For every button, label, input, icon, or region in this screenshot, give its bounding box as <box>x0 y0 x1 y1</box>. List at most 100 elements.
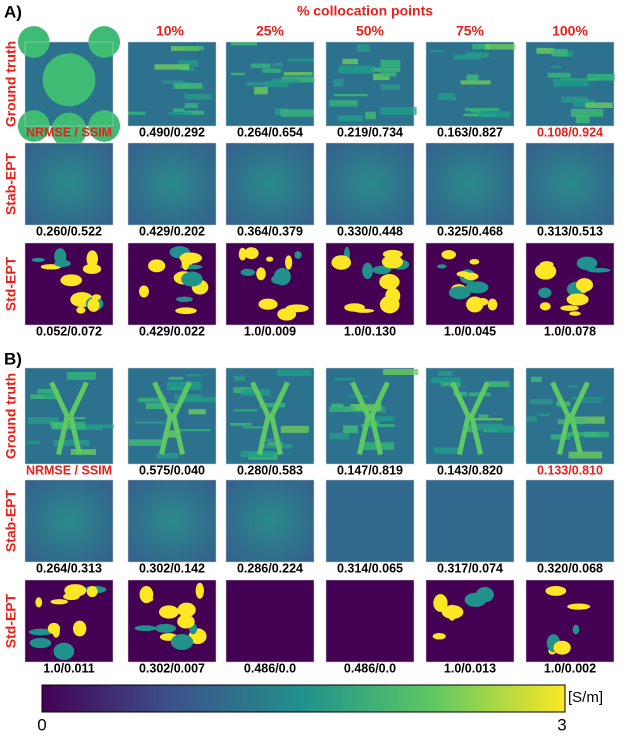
tile-shape <box>181 271 203 287</box>
metric-caption: 0.490/0.292 <box>139 125 205 139</box>
tile-bg <box>128 143 216 225</box>
tile-border <box>225 479 315 563</box>
tile-shape <box>573 416 605 424</box>
tile-shape <box>383 368 419 375</box>
tile-shape <box>31 257 45 262</box>
tile-shape <box>233 409 258 412</box>
metric-caption: 0.320/0.068 <box>537 561 603 575</box>
tile-shape <box>460 80 491 85</box>
tile-border <box>425 242 515 326</box>
tile-shape <box>475 587 494 603</box>
column-header: 25% <box>256 23 285 39</box>
tile-shape <box>168 376 184 380</box>
tile-shape <box>29 637 52 649</box>
tile-shape <box>77 426 103 431</box>
tile-shape <box>372 265 392 275</box>
tile-shape <box>570 397 604 400</box>
tile-shape <box>380 59 401 68</box>
tile-shape <box>240 451 276 458</box>
tile-shape <box>35 597 43 608</box>
image-tile <box>127 579 217 663</box>
image-tile <box>425 242 515 326</box>
tile-shape <box>86 250 99 268</box>
tile-shape <box>265 81 289 88</box>
tile-border <box>127 579 217 663</box>
tile-shape <box>186 374 202 377</box>
tile-shape <box>342 58 358 65</box>
colorbar-min: 0 <box>37 715 46 734</box>
tile-shape <box>453 54 482 60</box>
metric-caption: 1.0/0.045 <box>444 324 496 338</box>
tile-shape <box>560 305 579 311</box>
row-label: Stab-EPT <box>3 489 19 552</box>
tile-shape <box>438 96 457 101</box>
image-tile <box>425 142 515 226</box>
metric-caption: 1.0/0.011 <box>43 661 94 675</box>
tile-shape <box>585 102 613 108</box>
tile-shape <box>538 287 552 299</box>
tile-border <box>127 479 217 563</box>
image-tile <box>425 479 515 563</box>
tile-shape <box>430 50 444 53</box>
tile-shape <box>230 422 252 426</box>
tile-shape <box>230 42 257 46</box>
tile-shape <box>168 111 193 115</box>
tile-shape <box>553 640 571 655</box>
tile-border <box>325 579 415 663</box>
tile-border <box>24 579 114 663</box>
tile-shape <box>277 369 312 377</box>
tile-shape <box>76 306 86 314</box>
tile-shape <box>465 281 489 294</box>
image-tile <box>425 41 516 127</box>
tile-shape <box>148 259 166 273</box>
tile-shape <box>530 398 553 405</box>
tile-shape <box>44 393 57 398</box>
tile-shape <box>172 108 185 113</box>
tile-border <box>225 41 315 127</box>
tile-shape <box>441 250 457 260</box>
image-tile <box>525 41 616 127</box>
tile-shape <box>259 402 286 408</box>
tile-shape <box>175 307 197 315</box>
row-label: Std-EPT <box>3 593 19 648</box>
tile-border <box>425 579 515 663</box>
tile-shape <box>566 293 589 306</box>
tile-shape <box>437 264 447 269</box>
tile-shape <box>478 414 489 419</box>
tile-border <box>24 479 114 563</box>
tile-shape <box>154 64 190 70</box>
colorbar-unit: [S/m] <box>568 689 603 706</box>
metric-caption: NRMSE / SSIM <box>26 125 112 139</box>
tile-shape <box>331 403 344 408</box>
tile-shape <box>573 99 596 107</box>
tile-border <box>425 142 515 226</box>
tile-shape <box>178 60 199 67</box>
tile-shape <box>329 433 350 440</box>
image-tile <box>127 479 217 563</box>
metric-caption: 0.330/0.448 <box>337 224 403 238</box>
tile-shape <box>177 614 195 629</box>
tile-shape <box>360 423 395 428</box>
metric-caption: 0.219/0.734 <box>337 125 403 139</box>
tile-shape <box>379 295 400 314</box>
metric-caption: 1.0/0.130 <box>344 324 396 338</box>
tile-shape <box>177 602 196 618</box>
tile-bg <box>326 580 414 662</box>
tile-border <box>127 142 217 226</box>
tile-shape <box>183 46 204 51</box>
tile-shape <box>550 434 571 440</box>
tile-shape <box>476 298 489 306</box>
tile-shape <box>569 311 581 316</box>
tile-shape <box>560 96 589 103</box>
metric-caption: 0.575/0.040 <box>139 463 205 477</box>
tile-border <box>225 579 315 663</box>
image-tile <box>525 367 615 465</box>
header: % collocation points <box>297 3 433 19</box>
metric-caption: 0.302/0.007 <box>139 661 205 675</box>
image-tile <box>325 479 415 563</box>
tile-shape <box>334 378 356 381</box>
tile-shape <box>350 381 390 455</box>
tile-shape <box>82 263 102 274</box>
tile-shape <box>63 592 80 601</box>
